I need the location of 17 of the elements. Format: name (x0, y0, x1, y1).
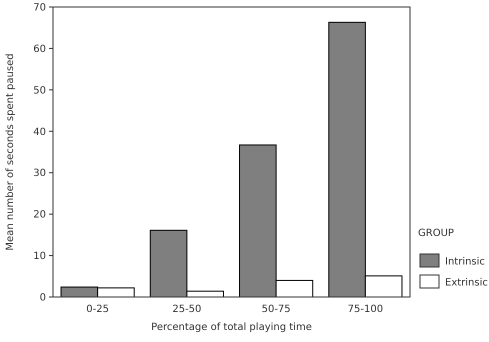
y-axis-title: Mean number of seconds spent paused (5, 53, 16, 251)
x-tick-label: 75-100 (348, 304, 384, 315)
x-tick-label: 25-50 (172, 304, 202, 315)
x-tick-label: 0-25 (86, 304, 109, 315)
x-tick-label: 50-75 (262, 304, 291, 315)
y-tick-label: 30 (33, 168, 46, 180)
y-tick-label: 40 (33, 126, 46, 138)
legend-label: Intrinsic (445, 256, 485, 268)
y-tick-label: 20 (33, 210, 46, 221)
y-tick-label: 10 (33, 251, 46, 262)
y-tick-label: 50 (33, 85, 46, 96)
x-axis-title: Percentage of total playing time (151, 322, 312, 333)
y-tick-label: 70 (33, 2, 46, 14)
y-tick-label: 0 (40, 292, 46, 304)
text: Extrinsic (445, 278, 488, 288)
legend-title: GROUP (418, 228, 454, 239)
y-tick-label: 60 (33, 44, 46, 55)
